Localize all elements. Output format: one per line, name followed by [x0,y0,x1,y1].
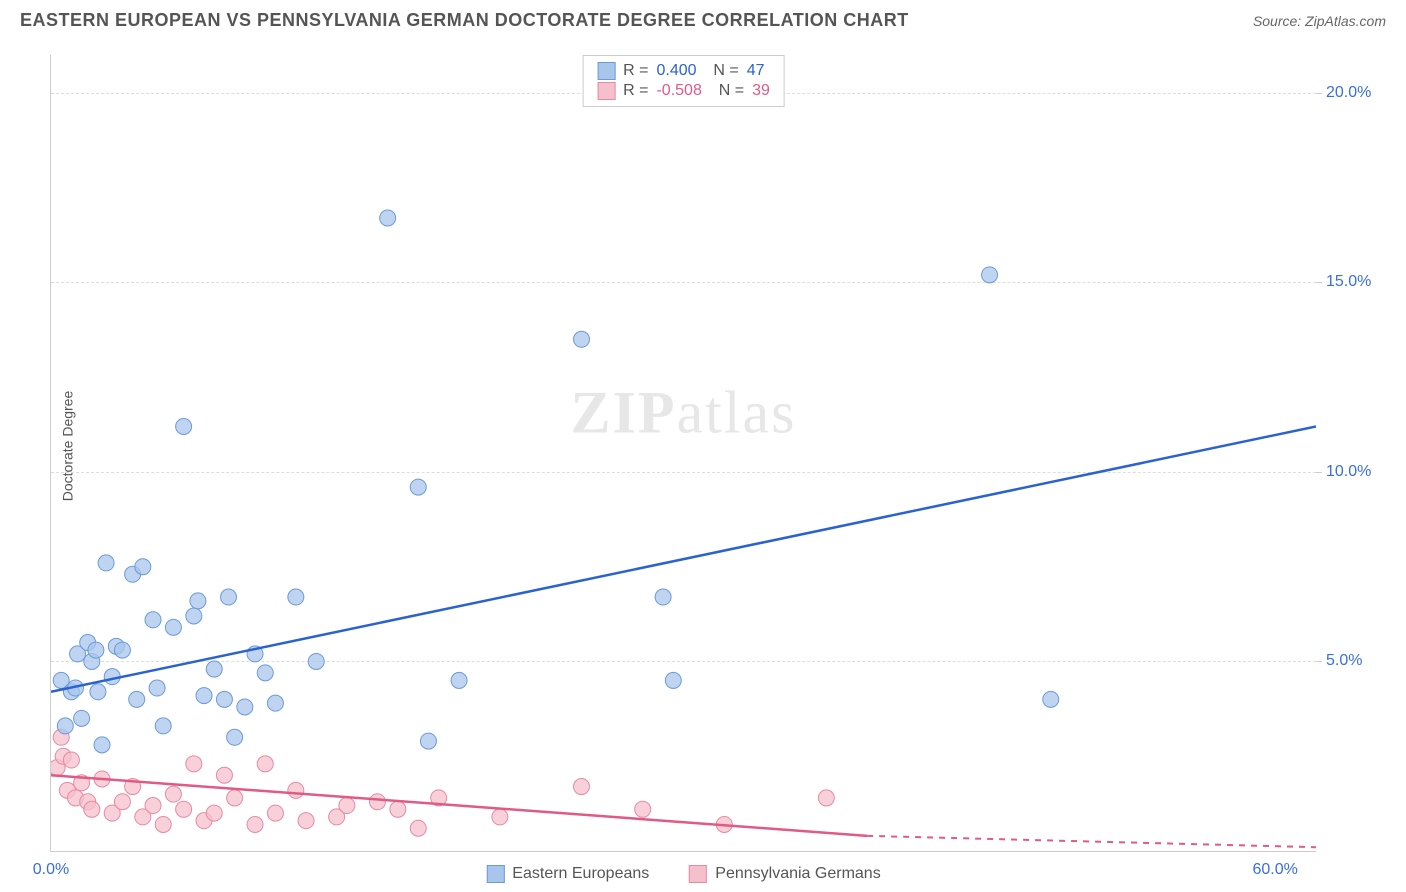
trend-line [51,775,867,836]
n-value-blue: 47 [747,62,765,80]
data-point [380,210,396,226]
data-point [145,798,161,814]
data-point [288,782,304,798]
data-point [88,642,104,658]
data-point [196,688,212,704]
n-value-pink: 39 [752,82,770,100]
data-point [267,805,283,821]
xtick-label: 60.0% [1253,861,1298,879]
ytick-label: 20.0% [1326,84,1391,102]
legend-swatch-pink [689,865,707,883]
data-point [818,790,834,806]
data-point [216,691,232,707]
trend-line-dash [867,836,1316,847]
n-label-2: N = [710,82,744,100]
data-point [135,559,151,575]
data-point [63,752,79,768]
ytick-label: 5.0% [1326,652,1391,670]
legend-item-blue: Eastern Europeans [486,865,649,883]
data-point [94,737,110,753]
xtick-label: 0.0% [33,861,69,879]
data-point [98,555,114,571]
data-point [186,608,202,624]
trend-line [51,426,1316,691]
data-point [298,813,314,829]
data-point [257,756,273,772]
data-point [492,809,508,825]
data-point [221,589,237,605]
data-point [145,612,161,628]
data-point [190,593,206,609]
series-legend: Eastern Europeans Pennsylvania Germans [486,865,880,883]
data-point [114,642,130,658]
data-point [339,798,355,814]
data-point [573,779,589,795]
data-point [451,672,467,688]
stats-legend: R = 0.400 N = 47 R = -0.508 N = 39 [582,55,785,107]
data-point [247,816,263,832]
chart-area: ZIPatlas R = 0.400 N = 47 R = -0.508 N =… [50,55,1316,852]
ytick-label: 10.0% [1326,463,1391,481]
data-point [216,767,232,783]
data-point [665,672,681,688]
data-point [84,801,100,817]
data-point [390,801,406,817]
data-point [74,710,90,726]
swatch-pink [597,82,615,100]
data-point [114,794,130,810]
data-point [227,729,243,745]
stats-row-blue: R = 0.400 N = 47 [597,62,770,80]
data-point [573,331,589,347]
data-point [57,718,73,734]
data-point [155,816,171,832]
n-label: N = [705,62,739,80]
data-point [655,589,671,605]
data-point [176,418,192,434]
r-label: R = [623,62,648,80]
r-value-pink: -0.508 [656,82,701,100]
scatter-plot [51,55,1316,851]
data-point [257,665,273,681]
data-point [155,718,171,734]
data-point [186,756,202,772]
data-point [90,684,106,700]
data-point [410,479,426,495]
source-label: Source: ZipAtlas.com [1253,13,1386,29]
data-point [982,267,998,283]
data-point [410,820,426,836]
r-label-2: R = [623,82,648,100]
data-point [308,653,324,669]
data-point [288,589,304,605]
legend-label-blue: Eastern Europeans [512,865,649,883]
data-point [1043,691,1059,707]
data-point [369,794,385,810]
data-point [237,699,253,715]
data-point [206,661,222,677]
data-point [165,619,181,635]
data-point [227,790,243,806]
data-point [635,801,651,817]
legend-label-pink: Pennsylvania Germans [715,865,880,883]
ytick-label: 15.0% [1326,273,1391,291]
data-point [267,695,283,711]
legend-swatch-blue [486,865,504,883]
data-point [129,691,145,707]
data-point [420,733,436,749]
legend-item-pink: Pennsylvania Germans [689,865,880,883]
data-point [165,786,181,802]
data-point [176,801,192,817]
swatch-blue [597,62,615,80]
r-value-blue: 0.400 [656,62,696,80]
data-point [149,680,165,696]
data-point [206,805,222,821]
chart-title: EASTERN EUROPEAN VS PENNSYLVANIA GERMAN … [20,10,909,31]
stats-row-pink: R = -0.508 N = 39 [597,82,770,100]
